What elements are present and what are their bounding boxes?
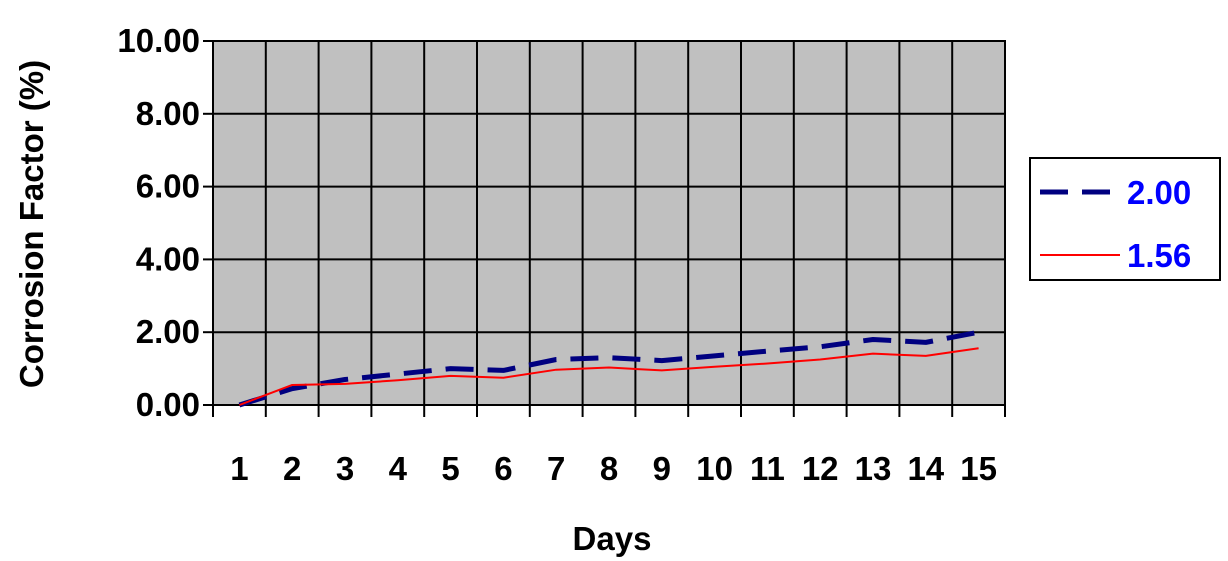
legend: 2.00 1.56 <box>1029 157 1221 281</box>
plot-area <box>212 40 1006 406</box>
y-axis-title: Corrosion Factor (%) <box>13 60 50 388</box>
x-tick-label: 8 <box>600 450 618 487</box>
x-tick-label: 4 <box>389 450 408 487</box>
x-tick-label: 2 <box>283 450 301 487</box>
y-tick-label: 2.00 <box>136 313 200 350</box>
plot-border <box>212 40 1006 406</box>
x-tick-label: 12 <box>802 450 839 487</box>
y-tick-label: 6.00 <box>136 168 200 205</box>
x-axis-title: Days <box>573 520 652 557</box>
legend-label-series-1: 2.00 <box>1127 174 1191 211</box>
series-lines <box>238 329 980 408</box>
legend-label-series-2: 1.56 <box>1127 237 1191 274</box>
series-line-1 <box>238 329 980 408</box>
x-tick-label: 5 <box>441 450 459 487</box>
x-tick-label: 15 <box>960 450 997 487</box>
axes <box>203 40 1006 417</box>
x-tick-label: 13 <box>855 450 892 487</box>
x-tick-label: 14 <box>907 450 944 487</box>
y-tick-label: 4.00 <box>136 240 200 277</box>
legend-box <box>1029 157 1221 281</box>
y-tick-labels: 0.00 2.00 4.00 6.00 8.00 10.00 <box>117 22 200 423</box>
grid-lines <box>213 41 1005 405</box>
y-tick-label: 8.00 <box>136 95 200 132</box>
x-tick-labels: 1 2 3 4 5 6 7 8 9 10 11 12 13 14 15 <box>230 450 997 487</box>
x-tick-label: 10 <box>696 450 733 487</box>
x-tick-label: 1 <box>230 450 248 487</box>
y-tick-label: 10.00 <box>117 22 200 59</box>
x-tick-label: 6 <box>494 450 512 487</box>
y-tick-label: 0.00 <box>136 386 200 423</box>
x-tick-label: 3 <box>336 450 354 487</box>
plot-background <box>213 41 1005 405</box>
x-tick-label: 11 <box>750 450 785 487</box>
x-tick-label: 7 <box>547 450 565 487</box>
x-tick-label: 9 <box>653 450 671 487</box>
